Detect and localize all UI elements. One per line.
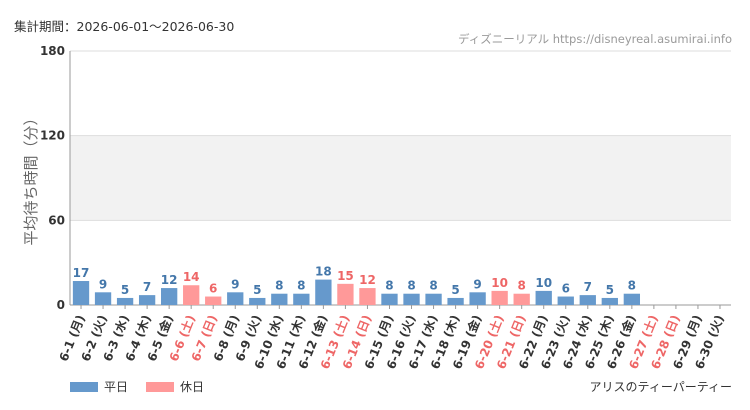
bar [579, 295, 596, 305]
holiday-swatch [146, 381, 175, 392]
bar-value-label: 8 [429, 279, 437, 293]
bar [160, 288, 178, 305]
bar-value-label: 15 [337, 269, 354, 283]
bar-value-label: 12 [359, 273, 376, 287]
bar [116, 297, 134, 305]
bar [227, 292, 244, 305]
y-tick-label: 120 [40, 129, 65, 143]
bar-value-label: 7 [584, 280, 592, 294]
attraction-name: アリスのティーパーティー [589, 380, 732, 394]
legend-item-holiday: 休日 [146, 378, 204, 395]
bar-value-label: 12 [161, 273, 178, 287]
bar [271, 293, 288, 305]
bar [601, 297, 618, 305]
bar-value-label: 5 [451, 283, 459, 297]
bar [513, 293, 530, 305]
bar [94, 292, 112, 305]
bar [138, 295, 156, 305]
bar [425, 293, 442, 305]
bar-value-label: 9 [473, 277, 481, 291]
y-tick-label: 60 [48, 213, 65, 227]
legend-holiday-label: 休日 [180, 380, 205, 394]
bar [491, 290, 508, 305]
bar-value-label: 8 [628, 279, 636, 293]
bar [447, 297, 464, 305]
bar-value-label: 8 [407, 279, 415, 293]
y-axis-title: 平均待ち時間（分） [22, 110, 40, 245]
bar-value-label: 8 [297, 279, 305, 293]
bar-value-label: 5 [253, 283, 261, 297]
y-tick-label: 180 [40, 44, 65, 58]
bar-value-label: 9 [99, 277, 107, 291]
bar-value-label: 8 [275, 279, 283, 293]
bar-value-label: 17 [73, 266, 90, 280]
bar-value-label: 5 [121, 283, 129, 297]
bar-value-label: 5 [606, 283, 614, 297]
legend-item-weekday: 平日 [70, 378, 128, 395]
bar-value-label: 10 [535, 276, 552, 290]
weekday-swatch [70, 381, 98, 392]
period-label: 集計期間：2026-06-01〜2026-06-30 [14, 19, 235, 34]
bar-value-label: 7 [143, 280, 151, 294]
bar-value-label: 9 [231, 277, 239, 291]
bar [249, 297, 266, 305]
bar-value-label: 10 [491, 276, 508, 290]
bar-value-label: 6 [562, 282, 570, 296]
bar [205, 296, 222, 305]
bar [557, 296, 574, 305]
bar [293, 293, 310, 305]
bar [183, 285, 200, 305]
bar-value-label: 14 [183, 270, 200, 284]
bar-value-label: 8 [385, 279, 393, 293]
y-tick-label: 0 [57, 298, 65, 312]
bar [72, 281, 90, 305]
bar [381, 293, 398, 305]
bar [315, 279, 332, 305]
bar-value-label: 6 [209, 282, 217, 296]
bar-value-label: 18 [315, 265, 332, 279]
bar [403, 293, 420, 305]
bar [535, 290, 552, 305]
legend: 平日 休日 [70, 378, 204, 395]
site-credit: ディズニーリアル https://disneyreal.asumirai.inf… [458, 32, 732, 46]
legend-weekday-label: 平日 [104, 380, 129, 394]
band-60-120 [70, 135, 731, 221]
bar [623, 293, 641, 305]
bar-value-label: 8 [518, 279, 526, 293]
bar [469, 292, 486, 305]
bar [337, 283, 354, 305]
bar [359, 288, 376, 305]
